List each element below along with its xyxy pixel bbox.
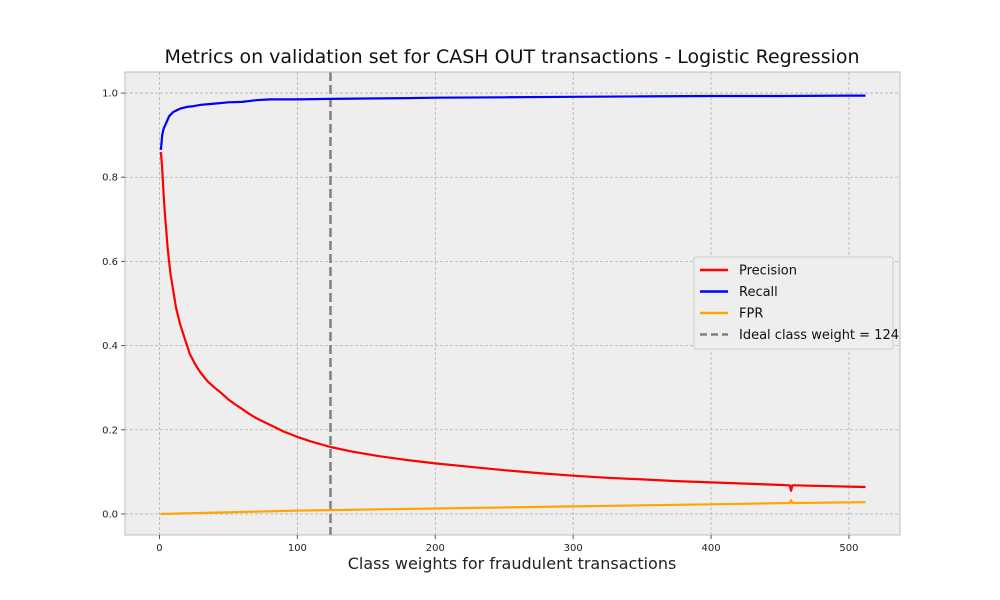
x-axis-label: Class weights for fraudulent transaction… bbox=[348, 554, 677, 573]
legend-label: Recall bbox=[739, 285, 778, 300]
y-tick-label: 0.8 bbox=[102, 173, 118, 184]
plot-border bbox=[124, 71, 901, 536]
y-tick-label: 0.6 bbox=[102, 257, 118, 268]
legend-label: Precision bbox=[739, 264, 797, 279]
series-line-fpr bbox=[160, 499, 866, 516]
y-tick-label: 0.0 bbox=[102, 509, 118, 520]
legend: Precision Recall FPR Ideal class weight = 1… bbox=[693, 256, 899, 350]
x-tick-label: 100 bbox=[288, 543, 307, 554]
series-lines bbox=[159, 94, 866, 516]
x-tick-label: 0 bbox=[156, 543, 162, 554]
series-line-recall bbox=[159, 94, 866, 150]
legend-label: Ideal class weight = 124 bbox=[739, 328, 899, 343]
chart-title: Metrics on validation set for CASH OUT t… bbox=[164, 46, 859, 68]
legend-box bbox=[693, 256, 894, 350]
x-tick-label: 300 bbox=[564, 543, 583, 554]
y-axis-ticks: 0.0 0.2 0.4 0.6 0.8 1.0 bbox=[102, 89, 125, 520]
x-axis-ticks: 0 100 200 300 400 500 bbox=[156, 535, 859, 554]
x-tick-label: 400 bbox=[702, 543, 721, 554]
y-tick-label: 0.4 bbox=[102, 341, 118, 352]
x-tick-label: 500 bbox=[839, 543, 858, 554]
grid-lines bbox=[125, 72, 900, 535]
x-tick-label: 200 bbox=[426, 543, 445, 554]
legend-label: FPR bbox=[739, 307, 763, 322]
y-tick-label: 0.2 bbox=[102, 425, 118, 436]
series-line-precision bbox=[159, 151, 866, 492]
y-tick-label: 1.0 bbox=[102, 89, 118, 100]
